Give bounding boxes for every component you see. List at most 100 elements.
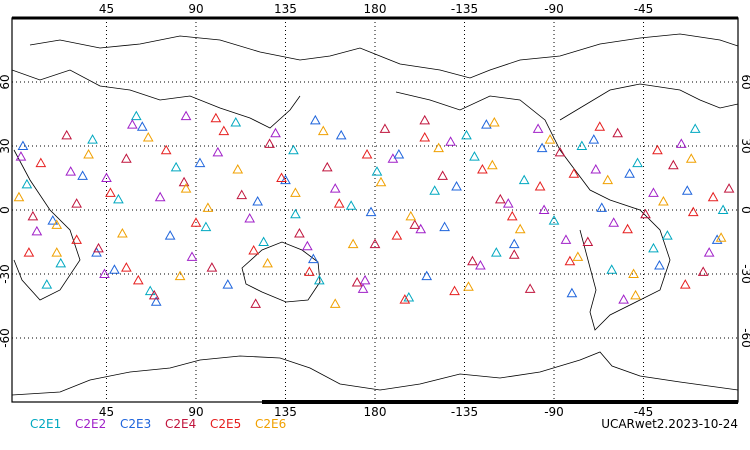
point-marker <box>652 144 663 155</box>
point-marker <box>160 144 172 155</box>
point-marker <box>230 117 242 127</box>
point-marker <box>121 153 132 163</box>
point-marker <box>518 174 530 185</box>
point-marker <box>618 294 629 304</box>
legend-entry: C2E5 <box>210 417 241 431</box>
point-marker <box>41 279 53 289</box>
point-marker <box>486 159 498 170</box>
point-marker <box>232 163 244 174</box>
point-marker <box>333 198 345 208</box>
point-marker <box>109 264 120 274</box>
point-marker <box>17 140 29 150</box>
point-marker <box>15 151 27 161</box>
point-marker <box>121 262 132 272</box>
point-marker <box>351 277 363 287</box>
point-marker <box>568 168 580 178</box>
point-marker <box>130 110 142 121</box>
x-tick-label-bottom: 135 <box>274 405 297 419</box>
point-marker <box>608 217 620 227</box>
point-marker <box>488 117 500 127</box>
point-marker <box>612 127 624 138</box>
point-marker <box>27 210 39 221</box>
point-marker <box>35 157 47 168</box>
point-marker <box>536 142 548 153</box>
x-tick-label-bottom: -45 <box>634 405 654 419</box>
point-marker <box>280 174 291 185</box>
point-marker <box>445 136 456 146</box>
point-marker <box>23 247 35 257</box>
point-marker <box>582 236 594 246</box>
point-marker <box>632 157 643 168</box>
legend-entry: C2E3 <box>120 417 151 431</box>
point-marker <box>566 287 578 298</box>
point-marker <box>630 289 641 300</box>
point-marker <box>262 257 273 268</box>
point-marker <box>371 166 383 176</box>
point-marker <box>421 270 433 281</box>
point-marker <box>508 238 520 249</box>
point-marker <box>218 125 230 136</box>
y-tick-label-right: -60 <box>739 328 750 348</box>
point-marker <box>150 296 162 306</box>
point-marker <box>717 204 729 214</box>
point-marker <box>437 170 448 180</box>
point-marker <box>317 125 329 136</box>
point-marker <box>461 129 472 140</box>
point-marker <box>105 187 116 197</box>
point-marker <box>190 217 202 227</box>
point-marker <box>654 259 665 270</box>
point-marker <box>602 174 614 185</box>
point-marker <box>429 185 441 195</box>
stamp-label: UCARwet2.2023-10-24 <box>601 417 738 431</box>
point-marker <box>250 298 262 308</box>
point-marker <box>451 181 462 191</box>
point-marker <box>365 206 377 217</box>
x-tick-label-bottom: 180 <box>364 405 387 419</box>
x-tick-label-bottom: -90 <box>544 405 564 419</box>
point-marker <box>178 176 190 187</box>
point-marker <box>369 238 381 249</box>
point-marker <box>93 242 104 253</box>
point-marker <box>463 281 474 291</box>
point-marker <box>506 210 518 221</box>
point-marker <box>313 274 325 285</box>
point-marker <box>164 230 176 240</box>
point-marker <box>174 270 186 281</box>
point-marker <box>270 127 281 138</box>
point-marker <box>494 193 506 204</box>
point-marker <box>439 221 450 232</box>
point-marker <box>723 183 735 193</box>
point-marker <box>202 202 214 212</box>
x-tick-label-bottom: -135 <box>451 405 478 419</box>
point-marker <box>449 285 460 296</box>
points <box>13 110 735 308</box>
x-tick-label-top: 180 <box>364 2 387 16</box>
point-marker <box>433 142 445 153</box>
point-marker <box>101 172 112 182</box>
point-marker <box>142 131 154 142</box>
point-marker <box>361 149 373 159</box>
point-marker <box>548 215 560 225</box>
point-marker <box>248 245 260 255</box>
point-marker <box>136 121 148 131</box>
point-marker <box>345 200 357 210</box>
y-tick-label-right: 60 <box>739 74 750 89</box>
x-tick-label-top: -135 <box>451 2 478 16</box>
point-marker <box>222 279 234 289</box>
point-marker <box>588 134 600 144</box>
point-marker <box>689 123 701 133</box>
point-marker <box>419 131 431 142</box>
y-tick-label-left: 0 <box>0 206 12 214</box>
point-marker <box>302 240 313 251</box>
point-marker <box>117 227 128 238</box>
point-marker <box>524 283 536 293</box>
point-marker <box>288 144 299 155</box>
point-marker <box>514 223 526 234</box>
point-marker <box>357 283 369 293</box>
point-marker <box>594 121 606 131</box>
point-marker <box>264 138 275 148</box>
point-marker <box>276 172 287 182</box>
point-marker <box>71 198 82 208</box>
point-marker <box>554 146 566 157</box>
point-marker <box>99 268 110 278</box>
